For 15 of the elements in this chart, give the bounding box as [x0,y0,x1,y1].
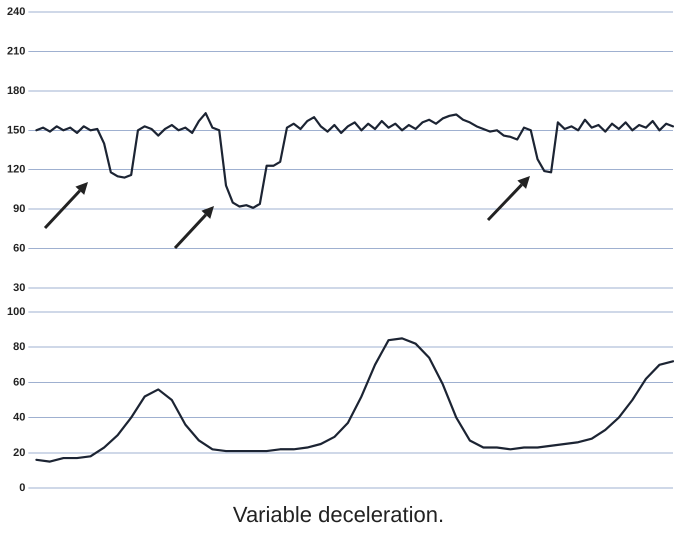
y-tick-label: 180 [6,84,26,97]
y-tick-label: 210 [6,45,26,58]
y-tick-label: 20 [13,446,26,459]
y-tick-label: 100 [6,306,26,318]
y-tick-label: 0 [19,482,26,494]
y-tick-label: 60 [13,376,26,388]
y-tick-label: 30 [13,282,26,294]
y-tick-label: 60 [13,242,26,255]
text: Variable deceleration. [232,502,446,528]
y-tick-label: 150 [6,124,26,136]
y-tick-label: 240 [6,6,26,18]
y-tick-label: 90 [13,203,26,216]
y-tick-label: 80 [13,341,26,354]
y-tick-label: 40 [13,412,26,424]
y-tick-label: 120 [6,164,26,176]
